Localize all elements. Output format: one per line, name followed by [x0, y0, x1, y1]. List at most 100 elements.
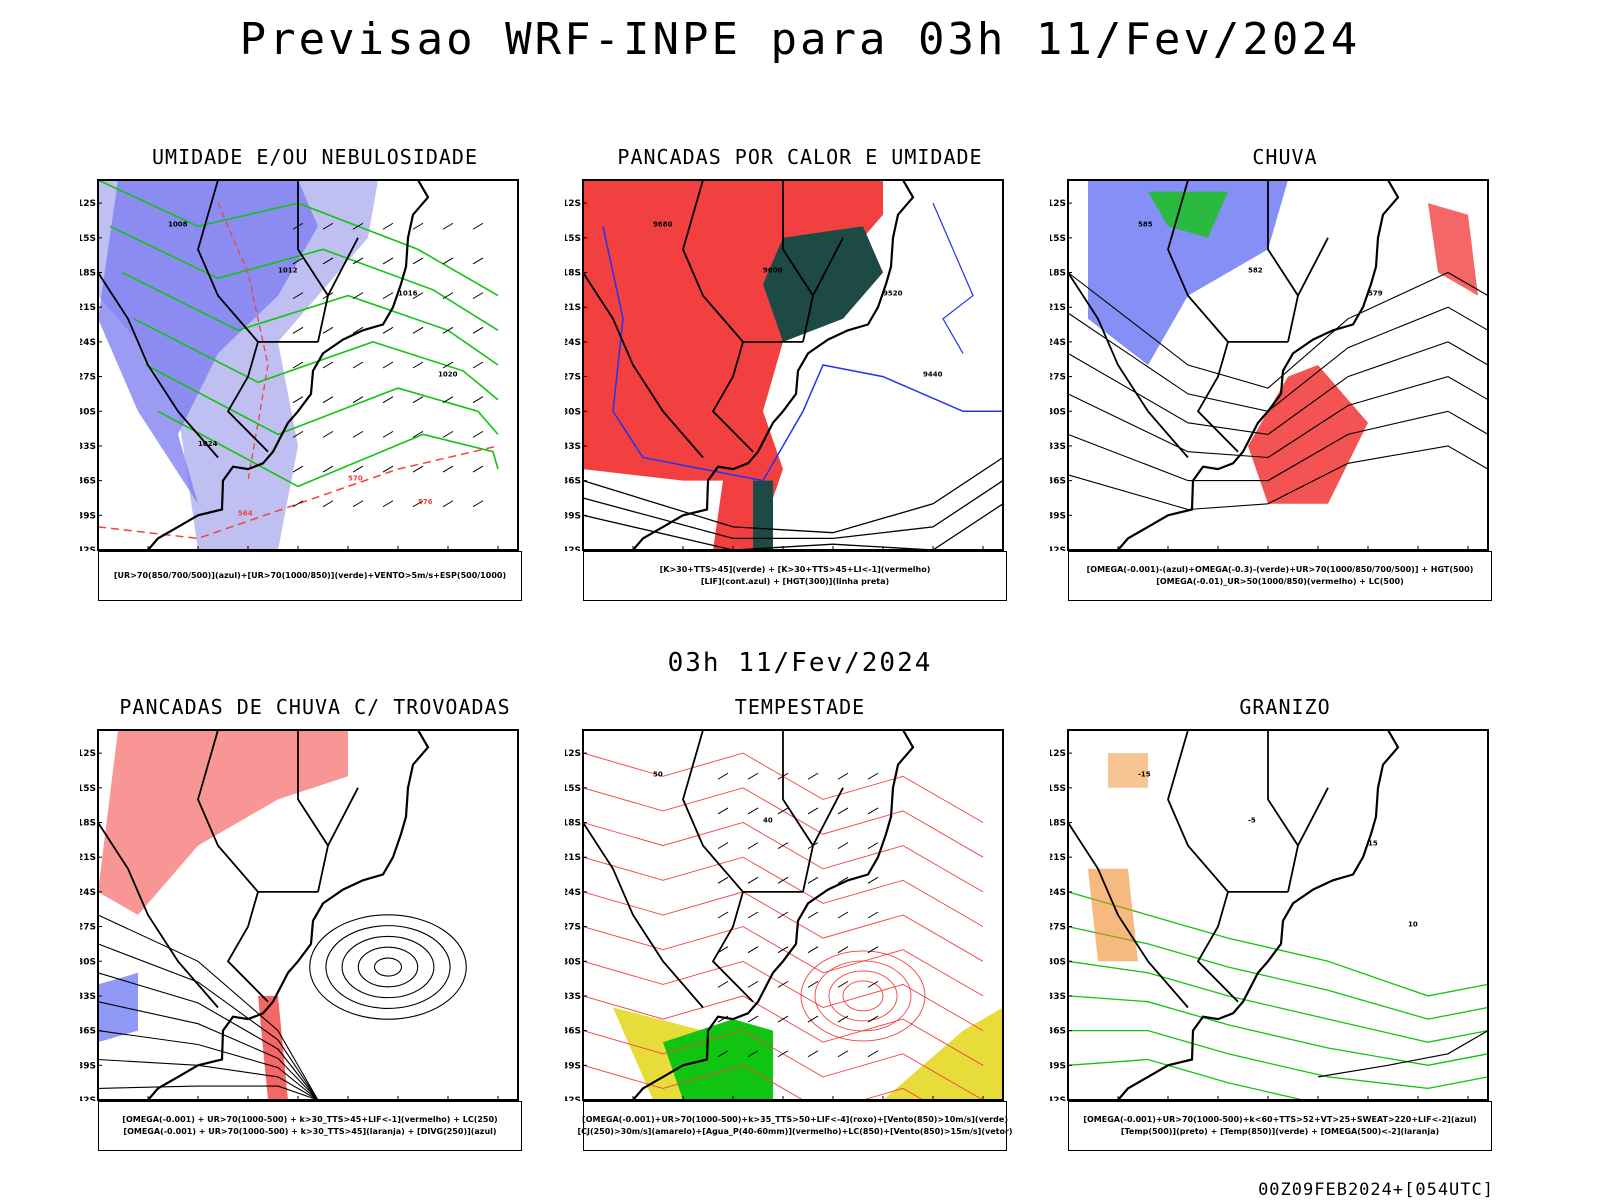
map-umidade: 12S15S18S21S24S27S30S33S36S39S42S70W65W6…	[80, 179, 519, 551]
wind-arrow	[747, 1050, 759, 1058]
political-border	[1297, 787, 1329, 847]
map-frame	[97, 179, 519, 551]
wind-arrow	[352, 396, 364, 404]
wind-arrow	[867, 911, 879, 919]
lat-tick-label: 30S	[565, 407, 581, 417]
lat-tick-label: 30S	[565, 957, 581, 967]
wind-arrow	[747, 980, 759, 988]
legend-line-2: [LIF](cont.azul) + [HGT(300)](linha pret…	[700, 577, 890, 586]
wind-arrow	[442, 292, 454, 300]
political-border	[782, 730, 814, 893]
hgt500-black-contour	[1067, 445, 1489, 511]
legend-box: [OMEGA(-0.001) + UR>70(1000-500) + k>30_…	[98, 1101, 522, 1151]
streamline-circle	[373, 957, 403, 977]
wind-arrow	[717, 911, 729, 919]
legend-line-2: [Temp(500)](preto) + [Temp(850)](verde) …	[1120, 1127, 1440, 1136]
contour-label: -15	[1138, 770, 1151, 778]
legend-line-1: [OMEGA(-0.001)+UR>70(1000-500)+k<60+TTS>…	[1083, 1115, 1477, 1124]
wind-arrow	[837, 946, 849, 954]
wind-arrow	[717, 946, 729, 954]
coastline	[632, 179, 915, 551]
humidity-green-contour	[121, 271, 499, 366]
political-border	[812, 237, 844, 297]
wind-arrow	[382, 222, 394, 230]
humidity-green-contour	[157, 410, 499, 488]
political-border	[97, 822, 219, 1009]
wind-arrow	[322, 222, 334, 230]
streamline	[97, 914, 319, 1101]
wind-arrow	[777, 842, 789, 850]
streamline-circle	[325, 925, 451, 1009]
lat-tick-label: 39S	[1050, 511, 1066, 521]
hgt500-black-contour	[1067, 376, 1489, 459]
humidity-blue-area	[98, 180, 318, 504]
hgt500-black-contour	[1067, 410, 1489, 482]
map-frame	[582, 729, 1004, 1101]
wind-green-area	[663, 1019, 773, 1100]
lat-tick-label: 42S	[565, 1096, 581, 1101]
legend-line-1: [K>30+TTS>45](verde) + [K>30+TTS>45+LI<-…	[659, 565, 931, 574]
wind-arrow	[412, 326, 424, 334]
lat-tick-label: 21S	[1050, 303, 1066, 313]
map-frame	[582, 179, 1004, 551]
wind-arrow	[382, 396, 394, 404]
lat-tick-label: 12S	[1050, 199, 1066, 209]
panel-granizo: GRANIZO 12S 15S 18S 21S 24S 27S 30S 33S 36S 39S 42…	[1050, 695, 1520, 1175]
wind-arrow	[717, 1015, 729, 1023]
wind-arrow	[382, 257, 394, 265]
map-chuva: 12S15S18S21S24S27S30S33S36S39S42S70W65W6…	[1050, 179, 1489, 551]
wind-arrow	[867, 1050, 879, 1058]
wind-arrow	[717, 980, 729, 988]
lat-tick-label: 36S	[80, 1027, 96, 1037]
legend-line-2: [OMEGA(-0.001) + UR>70(1000-500) + k>30_…	[123, 1127, 497, 1136]
legend-box: [OMEGA(-0.001)+UR>70(1000-500)+k<60+TTS>…	[1068, 1101, 1492, 1151]
middle-time-label: 03h 11/Fev/2024	[667, 648, 933, 678]
wind-arrow	[382, 465, 394, 473]
lat-tick-label: 24S	[1050, 888, 1066, 898]
lat-tick-label: 39S	[80, 1061, 96, 1071]
lat-tick-label: 12S	[565, 199, 581, 209]
lat-tick-label: 42S	[1050, 546, 1066, 551]
wind-arrow	[747, 876, 759, 884]
thunder-blue-area	[98, 972, 138, 1043]
wind-arrow	[747, 842, 759, 850]
wind-arrow	[807, 772, 819, 780]
political-border	[812, 787, 844, 847]
wind-arrow	[777, 946, 789, 954]
lat-tick-label: 39S	[80, 511, 96, 521]
wind-arrow	[747, 807, 759, 815]
streamline-circle	[357, 946, 419, 988]
thunder-red-area	[98, 730, 348, 915]
legend-line-1: [OMEGA(-0.001)+UR>70(1000-500)+k>35_TTS>…	[582, 1115, 1008, 1124]
lat-tick-label: 15S	[565, 784, 581, 794]
legend-box: [OMEGA(-0.001)+UR>70(1000-500)+k>35_TTS>…	[577, 1101, 1013, 1151]
lat-tick-label: 21S	[1050, 853, 1066, 863]
wind-arrow	[292, 222, 304, 230]
lat-tick-label: 15S	[565, 234, 581, 244]
wind-arrow	[867, 980, 879, 988]
contour-label: 579	[1368, 290, 1383, 298]
lat-tick-label: 33S	[80, 992, 96, 1002]
wind-arrow	[442, 361, 454, 369]
wind-arrow	[322, 465, 334, 473]
lat-tick-label: 21S	[565, 853, 581, 863]
lif-blue-contour	[932, 202, 974, 354]
lat-tick-label: 39S	[1050, 1061, 1066, 1071]
wind-arrow	[322, 430, 334, 438]
wind-arrow	[292, 326, 304, 334]
lat-tick-label: 24S	[80, 338, 96, 348]
wind-arrow	[472, 257, 484, 265]
legend-line-1: [OMEGA(-0.001)-(azul)+OMEGA(-0.3)-(verde…	[1086, 565, 1474, 574]
wind-arrow	[717, 1050, 729, 1058]
wind-arrow	[747, 946, 759, 954]
temp850-green-contour	[1067, 1058, 1489, 1101]
map-frame	[1067, 179, 1489, 551]
political-border	[327, 237, 359, 297]
lat-tick-label: 21S	[565, 303, 581, 313]
wind-arrow	[807, 911, 819, 919]
contour-label: 1020	[438, 371, 458, 379]
hgt-black-contour	[582, 503, 1004, 551]
wind-arrow	[322, 396, 334, 404]
wind-arrow	[292, 257, 304, 265]
precip-water-contour	[842, 980, 884, 1012]
